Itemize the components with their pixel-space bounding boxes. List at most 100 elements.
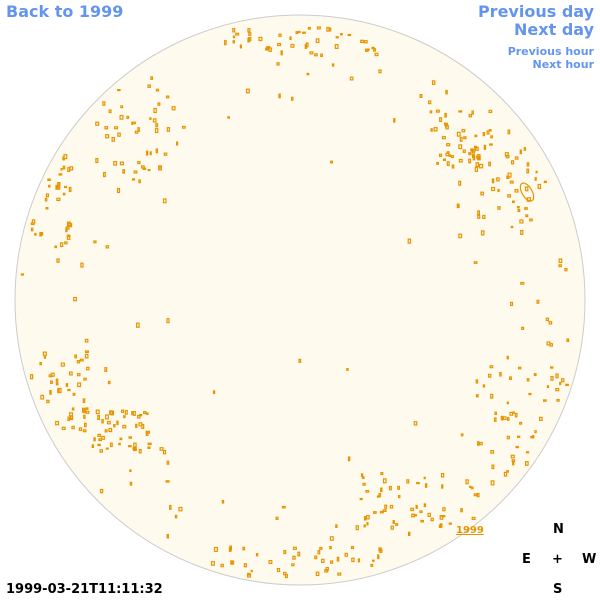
contour: [516, 435, 521, 438]
previous-hour-link[interactable]: Previous hour: [507, 45, 594, 58]
contour: [428, 100, 432, 105]
contour: [471, 110, 474, 115]
contour: [474, 166, 479, 173]
contour: [99, 449, 103, 453]
contour: [378, 493, 382, 498]
contour: [482, 132, 486, 137]
contour: [337, 572, 342, 576]
contour: [104, 414, 109, 420]
contour: [526, 168, 530, 174]
contour: [133, 442, 137, 448]
contour: [104, 367, 108, 372]
contour: [444, 112, 447, 118]
contour: [430, 517, 434, 522]
contour: [393, 118, 396, 123]
contour: [390, 525, 394, 530]
contour: [360, 473, 364, 478]
contour: [439, 117, 443, 123]
contour: [555, 373, 559, 379]
timestamp: 1999-03-21T11:11:32: [6, 582, 163, 597]
contour: [363, 40, 368, 44]
contour: [334, 43, 339, 49]
contour: [105, 134, 110, 139]
contour: [82, 429, 87, 433]
contour: [165, 95, 170, 99]
contour: [314, 555, 318, 560]
contour: [497, 206, 501, 210]
contour: [423, 503, 427, 508]
next-hour-link[interactable]: Next hour: [532, 58, 595, 71]
contour: [519, 421, 523, 425]
contour: [138, 449, 142, 454]
contour: [507, 194, 511, 198]
contour: [560, 378, 565, 383]
contour: [84, 338, 89, 343]
contour: [166, 460, 170, 465]
contour: [45, 207, 49, 210]
contour: [490, 393, 494, 399]
contour: [118, 442, 121, 446]
contour: [444, 122, 448, 128]
contour: [40, 394, 45, 400]
contour: [525, 214, 529, 218]
contour: [450, 155, 455, 159]
contour: [116, 187, 121, 194]
contour: [119, 114, 124, 120]
contour: [545, 317, 550, 322]
contour: [132, 178, 136, 181]
contour: [113, 161, 118, 166]
contour: [289, 36, 292, 41]
contour: [469, 485, 472, 488]
contour: [496, 177, 500, 182]
previous-day-link[interactable]: Previous day: [477, 2, 594, 21]
contour: [166, 127, 171, 132]
back-link[interactable]: Back to 1999: [6, 2, 124, 21]
contour: [255, 553, 259, 557]
contour: [509, 411, 514, 416]
contour: [281, 505, 286, 509]
contour: [439, 153, 443, 157]
contour: [314, 53, 318, 57]
contour: [157, 102, 161, 106]
contour: [98, 438, 103, 442]
contour: [137, 161, 141, 165]
contour: [276, 567, 281, 572]
contour: [564, 268, 568, 272]
contour: [430, 128, 433, 132]
contour: [431, 80, 436, 85]
contour: [105, 447, 109, 450]
contour: [535, 170, 538, 174]
contour: [147, 169, 151, 172]
contour: [62, 165, 66, 170]
contour: [442, 158, 446, 162]
contour: [477, 157, 481, 161]
contour: [45, 193, 49, 198]
image-label-link[interactable]: 1999: [456, 525, 484, 536]
next-day-link[interactable]: Next day: [514, 20, 594, 39]
contour: [378, 547, 382, 552]
contour: [490, 135, 493, 139]
contour: [55, 382, 59, 386]
contour: [549, 343, 553, 347]
contour: [65, 227, 68, 233]
contour: [329, 536, 334, 541]
contour: [154, 128, 159, 134]
contour: [280, 50, 283, 56]
contour: [301, 31, 306, 34]
contour: [83, 414, 86, 419]
contour: [482, 214, 486, 220]
contour: [58, 173, 63, 176]
contour: [247, 572, 251, 576]
contour: [384, 504, 388, 509]
contour: [512, 411, 515, 414]
contour: [124, 409, 128, 415]
contour: [503, 471, 508, 477]
contour: [155, 123, 159, 128]
contour: [158, 165, 163, 171]
contour: [268, 47, 272, 52]
contour: [505, 154, 510, 159]
contour: [69, 166, 74, 171]
contour: [329, 545, 332, 550]
contour: [470, 486, 474, 490]
contour: [111, 137, 115, 142]
